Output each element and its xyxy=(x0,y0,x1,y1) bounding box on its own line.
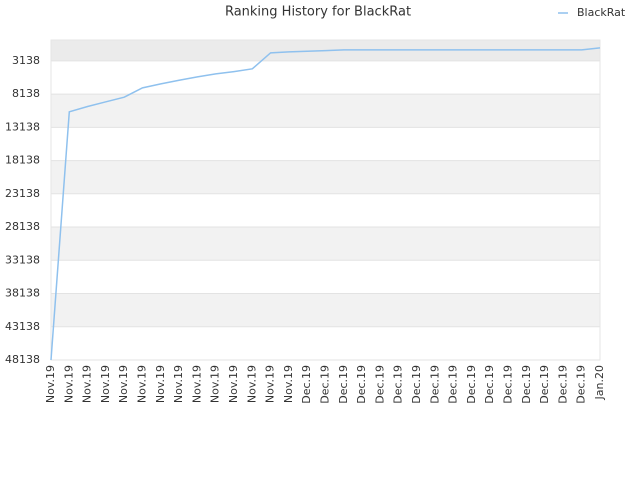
y-tick-label: 8138 xyxy=(12,87,40,100)
x-tick: Nov.19 xyxy=(81,365,94,403)
x-tick: Nov.19 xyxy=(117,365,130,403)
x-tick: Dec.19 xyxy=(392,365,405,404)
x-tick-label: Dec.19 xyxy=(319,365,332,404)
x-tick-label: Dec.19 xyxy=(410,365,423,404)
x-tick: Dec.19 xyxy=(300,365,313,404)
x-tick-label: Nov.19 xyxy=(62,365,75,403)
x-tick-label: Nov.19 xyxy=(190,365,203,403)
y-tick-label: 43138 xyxy=(5,320,40,333)
x-tick: Dec.19 xyxy=(428,365,441,404)
x-tick: Dec.19 xyxy=(556,365,569,404)
x-tick-label: Dec.19 xyxy=(502,365,515,404)
x-tick-label: Jan.20 xyxy=(593,365,606,400)
x-tick: Jan.20 xyxy=(593,365,606,400)
y-tick-label: 38138 xyxy=(5,287,40,300)
y-tick-label: 18138 xyxy=(5,154,40,167)
x-tick: Dec.19 xyxy=(520,365,533,404)
x-tick-label: Dec.19 xyxy=(575,365,588,404)
y-tick-label: 23138 xyxy=(5,187,40,200)
x-tick-label: Dec.19 xyxy=(447,365,460,404)
y-tick-label: 3138 xyxy=(12,54,40,67)
plot-band xyxy=(51,160,600,194)
x-tick-label: Dec.19 xyxy=(337,365,350,404)
x-tick-label: Nov.19 xyxy=(99,365,112,403)
x-tick: Nov.19 xyxy=(227,365,240,403)
x-tick-label: Dec.19 xyxy=(556,365,569,404)
x-tick-label: Nov.19 xyxy=(81,365,94,403)
y-tick-label: 13138 xyxy=(5,120,40,133)
x-tick-label: Dec.19 xyxy=(483,365,496,404)
x-tick: Dec.19 xyxy=(483,365,496,404)
y-tick-label: 48138 xyxy=(5,353,40,366)
x-tick-label: Nov.19 xyxy=(264,365,277,403)
x-tick: Nov.19 xyxy=(209,365,222,403)
x-tick: Nov.19 xyxy=(264,365,277,403)
x-tick: Dec.19 xyxy=(410,365,423,404)
x-tick-label: Nov.19 xyxy=(117,365,130,403)
x-tick-label: Dec.19 xyxy=(428,365,441,404)
x-tick: Dec.19 xyxy=(447,365,460,404)
x-tick: Nov.19 xyxy=(282,365,295,403)
x-tick: Dec.19 xyxy=(355,365,368,404)
x-tick: Nov.19 xyxy=(245,365,258,403)
x-tick: Dec.19 xyxy=(465,365,478,404)
x-tick-label: Nov.19 xyxy=(209,365,222,403)
legend-label: BlackRat xyxy=(577,6,626,19)
x-tick-label: Nov.19 xyxy=(227,365,240,403)
plot-band xyxy=(51,227,600,261)
x-tick: Dec.19 xyxy=(502,365,515,404)
y-tick-label: 33138 xyxy=(5,253,40,266)
x-tick-label: Dec.19 xyxy=(520,365,533,404)
x-tick-label: Nov.19 xyxy=(44,365,57,403)
x-tick: Nov.19 xyxy=(62,365,75,403)
x-tick: Dec.19 xyxy=(319,365,332,404)
x-tick-label: Dec.19 xyxy=(538,365,551,404)
series-line xyxy=(50,47,601,361)
x-tick-label: Nov.19 xyxy=(136,365,149,403)
x-tick-label: Dec.19 xyxy=(355,365,368,404)
x-tick-label: Dec.19 xyxy=(392,365,405,404)
x-tick: Nov.19 xyxy=(44,365,57,403)
x-tick-label: Dec.19 xyxy=(465,365,478,404)
x-tick-label: Nov.19 xyxy=(282,365,295,403)
x-tick: Dec.19 xyxy=(538,365,551,404)
plot-band xyxy=(51,293,600,327)
y-tick-label: 28138 xyxy=(5,220,40,233)
x-tick: Nov.19 xyxy=(154,365,167,403)
x-tick-label: Nov.19 xyxy=(245,365,258,403)
x-tick-label: Nov.19 xyxy=(154,365,167,403)
x-tick-label: Dec.19 xyxy=(373,365,386,404)
x-tick: Dec.19 xyxy=(575,365,588,404)
x-tick-label: Dec.19 xyxy=(300,365,313,404)
x-tick: Nov.19 xyxy=(99,365,112,403)
x-tick-label: Nov.19 xyxy=(172,365,185,403)
chart-title: Ranking History for BlackRat xyxy=(225,5,411,20)
x-tick: Nov.19 xyxy=(136,365,149,403)
x-tick: Nov.19 xyxy=(190,365,203,403)
plot-band xyxy=(51,94,600,128)
x-tick: Dec.19 xyxy=(337,365,350,404)
x-tick: Nov.19 xyxy=(172,365,185,403)
x-tick: Dec.19 xyxy=(373,365,386,404)
